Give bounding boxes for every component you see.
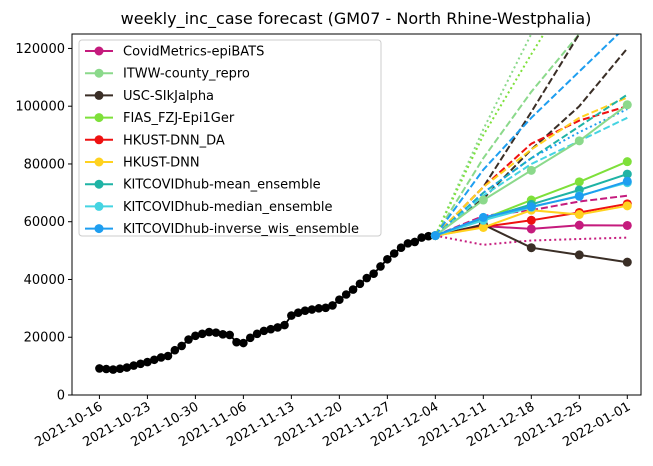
- observed-point: [369, 269, 378, 278]
- y-tick-label: 80000: [24, 157, 65, 172]
- observed-point: [356, 280, 365, 289]
- legend-label: CovidMetrics-epiBATS: [123, 45, 264, 60]
- legend-label: ITWW-county_repro: [123, 67, 250, 82]
- legend-swatch-marker: [95, 47, 104, 56]
- chart-title: weekly_inc_case forecast (GM07 - North R…: [121, 9, 592, 29]
- forecast-point: [527, 166, 536, 175]
- legend-swatch-marker: [95, 224, 104, 233]
- y-tick-label: 40000: [24, 273, 65, 288]
- observed-point: [335, 295, 344, 304]
- legend-label: FIAS_FZJ-Epi1Ger: [123, 111, 235, 126]
- observed-point: [225, 331, 234, 340]
- forecast-point: [623, 177, 632, 186]
- forecast-point: [527, 224, 536, 233]
- y-tick-label: 20000: [24, 331, 65, 346]
- observed-point: [390, 249, 399, 258]
- forecast-point: [479, 196, 488, 205]
- y-tick-label: 0: [57, 389, 65, 404]
- forecast-point: [575, 221, 584, 230]
- y-tick-label: 100000: [15, 100, 65, 115]
- forecast-point: [575, 177, 584, 186]
- forecast-point: [575, 250, 584, 259]
- legend-swatch-marker: [95, 69, 104, 78]
- legend-swatch-marker: [95, 180, 104, 189]
- legend-label: HKUST-DNN_DA: [123, 133, 225, 148]
- observed-point: [328, 301, 337, 310]
- forecast-point: [575, 210, 584, 219]
- forecast-point: [623, 258, 632, 267]
- observed-point: [376, 262, 385, 271]
- y-tick-label: 60000: [24, 215, 65, 230]
- forecast-point: [575, 192, 584, 201]
- legend-label: USC-SIkJalpha: [123, 89, 214, 104]
- legend-label: KITCOVIDhub-inverse_wis_ensemble: [123, 222, 359, 237]
- legend-swatch-marker: [95, 91, 104, 100]
- observed-line: [99, 236, 435, 370]
- forecast-point: [623, 157, 632, 166]
- forecast-point: [527, 216, 536, 225]
- observed-point: [239, 339, 248, 348]
- legend-swatch-marker: [95, 158, 104, 167]
- observed-point: [349, 285, 358, 294]
- forecast-point: [527, 202, 536, 211]
- legend: CovidMetrics-epiBATS ITWW-county_repro USC…: [79, 40, 381, 237]
- legend-swatch-marker: [95, 202, 104, 211]
- forecast-point: [623, 201, 632, 210]
- forecast-point: [527, 243, 536, 252]
- forecast-point: [623, 100, 632, 109]
- legend-label: KITCOVIDhub-mean_ensemble: [123, 178, 321, 193]
- observed-point: [164, 352, 173, 361]
- forecast-point: [575, 136, 584, 145]
- observed-point: [280, 321, 289, 330]
- forecast-point: [431, 231, 440, 240]
- legend-swatch-marker: [95, 135, 104, 144]
- legend-label: HKUST-DNN: [123, 156, 200, 171]
- legend-label: KITCOVIDhub-median_ensemble: [123, 200, 333, 215]
- y-tick-label: 120000: [15, 42, 65, 57]
- legend-swatch-marker: [95, 113, 104, 122]
- forecast-point: [623, 221, 632, 230]
- forecast-point: [479, 213, 488, 222]
- observed-point: [177, 342, 186, 351]
- observed-point: [383, 255, 392, 264]
